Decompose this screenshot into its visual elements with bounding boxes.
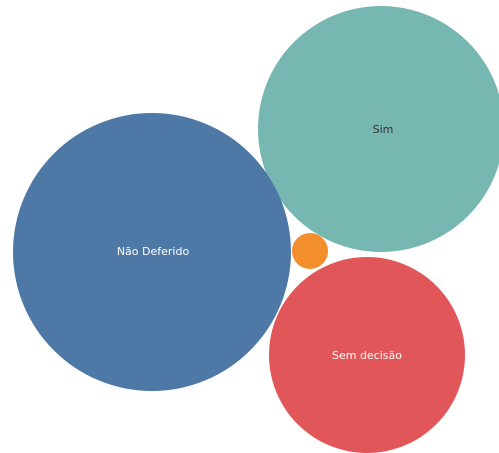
bubble-sim[interactable]: Sim	[258, 6, 499, 252]
bubble-nao-deferido-label: Não Deferido	[117, 245, 190, 258]
bubble-nao-deferido[interactable]: Não Deferido	[13, 113, 291, 391]
bubble-sem-decisao-circle[interactable]	[269, 257, 465, 453]
bubble-sim-label: Sim	[373, 123, 394, 136]
bubble-sem-decisao-label: Sem decisão	[332, 349, 402, 362]
bubble-sem-decisao[interactable]: Sem decisão	[269, 257, 465, 453]
bubble-sim-circle[interactable]	[258, 6, 499, 252]
bubble-nao-deferido-circle[interactable]	[13, 113, 291, 391]
bubble-small-orange-circle[interactable]	[292, 233, 328, 269]
bubble-small-orange[interactable]	[292, 233, 328, 269]
